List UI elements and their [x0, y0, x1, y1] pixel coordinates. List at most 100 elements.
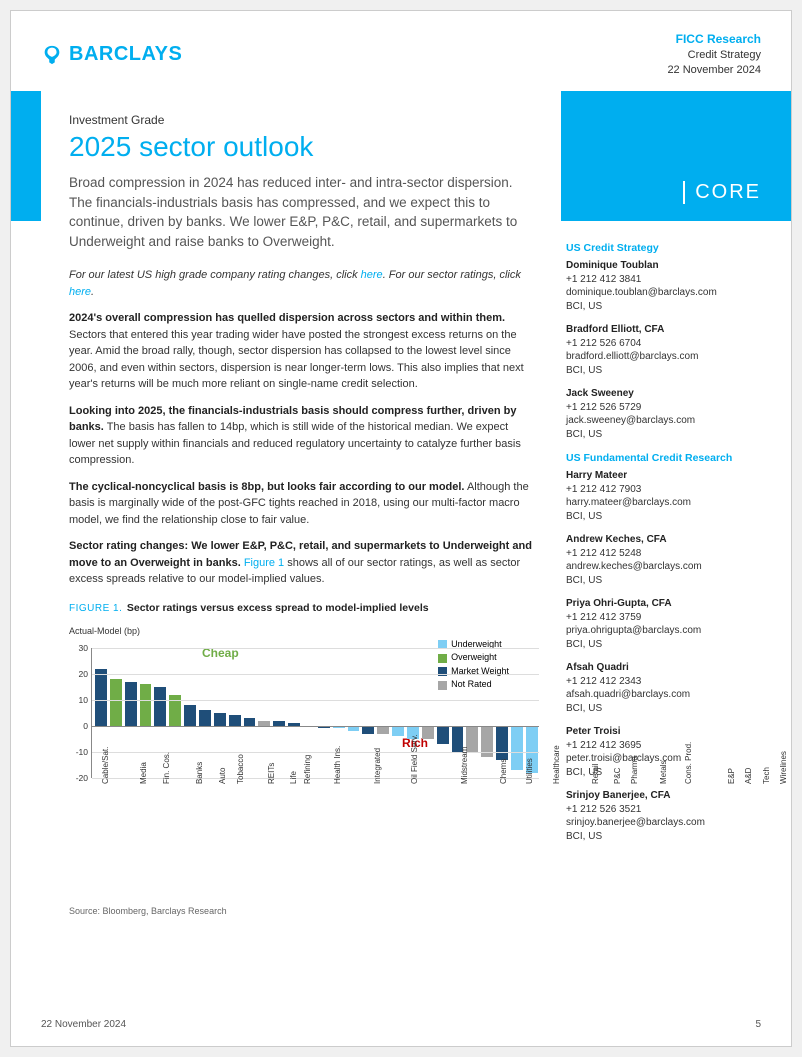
- x-label: Banks: [195, 762, 204, 784]
- contact-name: Afsah Quadri: [566, 661, 761, 675]
- x-label: Media: [139, 762, 148, 784]
- t: .: [91, 286, 94, 298]
- chart-bar: [244, 718, 256, 726]
- lede: Broad compression in 2024 has reduced in…: [69, 173, 533, 251]
- header-line-3: 22 November 2024: [667, 63, 761, 78]
- header-line-1: FICC Research: [667, 31, 761, 48]
- brand-text: BARCLAYS: [69, 43, 182, 66]
- para-1: 2024's overall compression has quelled d…: [69, 310, 533, 393]
- y-tick: 20: [70, 669, 88, 679]
- chart-plot: Cheap Rich -20-100102030: [91, 648, 539, 778]
- chart-bars: [94, 648, 539, 778]
- x-label: Tech: [762, 767, 771, 784]
- bar-column: [480, 648, 494, 778]
- contact-email: peter.troisi@barclays.com: [566, 752, 761, 766]
- chart-bar: [199, 710, 211, 726]
- contact-person: Priya Ohri-Gupta, CFA+1 212 412 3759priy…: [566, 597, 761, 651]
- bar-column: [124, 648, 138, 778]
- contact-name: Harry Mateer: [566, 469, 761, 483]
- contact-email: andrew.keches@barclays.com: [566, 560, 761, 574]
- gridline: [92, 674, 539, 675]
- y-tick: 30: [70, 643, 88, 653]
- bar-column: [109, 648, 123, 778]
- contact-org: BCI, US: [566, 574, 761, 588]
- figure-1-link[interactable]: Figure 1: [241, 557, 284, 569]
- figure-source: Source: Bloomberg, Barclays Research: [69, 906, 533, 916]
- t: . For our sector ratings, click: [383, 269, 521, 281]
- contact-email: afsah.quadri@barclays.com: [566, 688, 761, 702]
- main-content: Investment Grade 2025 sector outlook Bro…: [41, 91, 561, 936]
- contact-org: BCI, US: [566, 766, 761, 780]
- contact-phone: +1 212 526 5729: [566, 401, 761, 415]
- figure-heading: FIGURE 1. Sector ratings versus excess s…: [69, 598, 533, 616]
- chart-bar: [392, 726, 404, 736]
- gridline: [92, 648, 539, 649]
- barclays-eagle-icon: [41, 44, 63, 66]
- bar-column: [272, 648, 286, 778]
- link-line: For our latest US high grade company rat…: [69, 267, 533, 300]
- chart-bar: [362, 726, 374, 734]
- contact-email: priya.ohrigupta@barclays.com: [566, 624, 761, 638]
- gridline: [92, 778, 539, 779]
- x-label: Integrated: [373, 748, 382, 784]
- kicker: Investment Grade: [69, 113, 533, 127]
- link-here-2[interactable]: here: [69, 286, 91, 298]
- contact-phone: +1 212 526 6704: [566, 337, 761, 351]
- core-label: CORE: [683, 181, 761, 204]
- chart-bar: [496, 726, 508, 760]
- bar-column: [213, 648, 227, 778]
- contact-name: Peter Troisi: [566, 725, 761, 739]
- x-label: Refining: [303, 754, 312, 783]
- contact-person: Jack Sweeney+1 212 526 5729jack.sweeney@…: [566, 387, 761, 441]
- x-label: Midstream: [460, 746, 469, 783]
- footer-date: 22 November 2024: [41, 1019, 126, 1030]
- t: The cyclical-noncyclical basis is 8bp, b…: [69, 481, 465, 493]
- t: 2024's overall compression has quelled d…: [69, 312, 505, 324]
- contact-name: Bradford Elliott, CFA: [566, 323, 761, 337]
- sidebar-contacts: US Credit StrategyDominique Toublan+1 21…: [566, 241, 761, 853]
- chart-bar: [229, 715, 241, 725]
- contact-person: Dominique Toublan+1 212 412 3841dominiqu…: [566, 259, 761, 313]
- contact-org: BCI, US: [566, 428, 761, 442]
- bar-column: [183, 648, 197, 778]
- contact-email: jack.sweeney@barclays.com: [566, 414, 761, 428]
- bar-column: [347, 648, 361, 778]
- contact-phone: +1 212 526 3521: [566, 803, 761, 817]
- bar-column: [510, 648, 524, 778]
- header-line-2: Credit Strategy: [667, 48, 761, 63]
- x-label: Utilities: [525, 758, 534, 784]
- contact-name: Priya Ohri-Gupta, CFA: [566, 597, 761, 611]
- contact-phone: +1 212 412 3841: [566, 273, 761, 287]
- contact-org: BCI, US: [566, 510, 761, 524]
- x-label: Cable/Sat.: [101, 746, 110, 783]
- figure-1-chart: Actual-Model (bp) UnderweightOverweightM…: [69, 626, 533, 916]
- contact-org: BCI, US: [566, 702, 761, 716]
- logo: BARCLAYS: [41, 31, 182, 79]
- figure-label: FIGURE 1.: [69, 603, 122, 614]
- x-label: Health Ins.: [333, 746, 342, 784]
- chart-bar: [511, 726, 523, 770]
- contact-name: Andrew Keches, CFA: [566, 533, 761, 547]
- para-2: Looking into 2025, the financials-indust…: [69, 403, 533, 469]
- contact-org: BCI, US: [566, 638, 761, 652]
- figure-title: Sector ratings versus excess spread to m…: [127, 602, 429, 614]
- chart-y-label: Actual-Model (bp): [69, 626, 533, 636]
- contact-name: Srinjoy Banerjee, CFA: [566, 789, 761, 803]
- contact-person: Srinjoy Banerjee, CFA+1 212 526 3521srin…: [566, 789, 761, 843]
- bar-column: [287, 648, 301, 778]
- y-tick: -20: [70, 773, 88, 783]
- x-label: Wirelines: [779, 751, 788, 784]
- link-here-1[interactable]: here: [361, 269, 383, 281]
- contact-phone: +1 212 412 2343: [566, 675, 761, 689]
- contact-name: Dominique Toublan: [566, 259, 761, 273]
- t: Sectors that entered this year trading w…: [69, 329, 524, 391]
- bar-column: [317, 648, 331, 778]
- x-label: Fin. Cos.: [162, 752, 171, 784]
- contact-email: bradford.elliott@barclays.com: [566, 350, 761, 364]
- x-label: Tobacco: [236, 754, 245, 784]
- y-tick: 0: [70, 721, 88, 731]
- contact-org: BCI, US: [566, 830, 761, 844]
- t: For our latest US high grade company rat…: [69, 269, 361, 281]
- contact-phone: +1 212 412 3759: [566, 611, 761, 625]
- footer: 22 November 2024 5: [41, 1019, 761, 1030]
